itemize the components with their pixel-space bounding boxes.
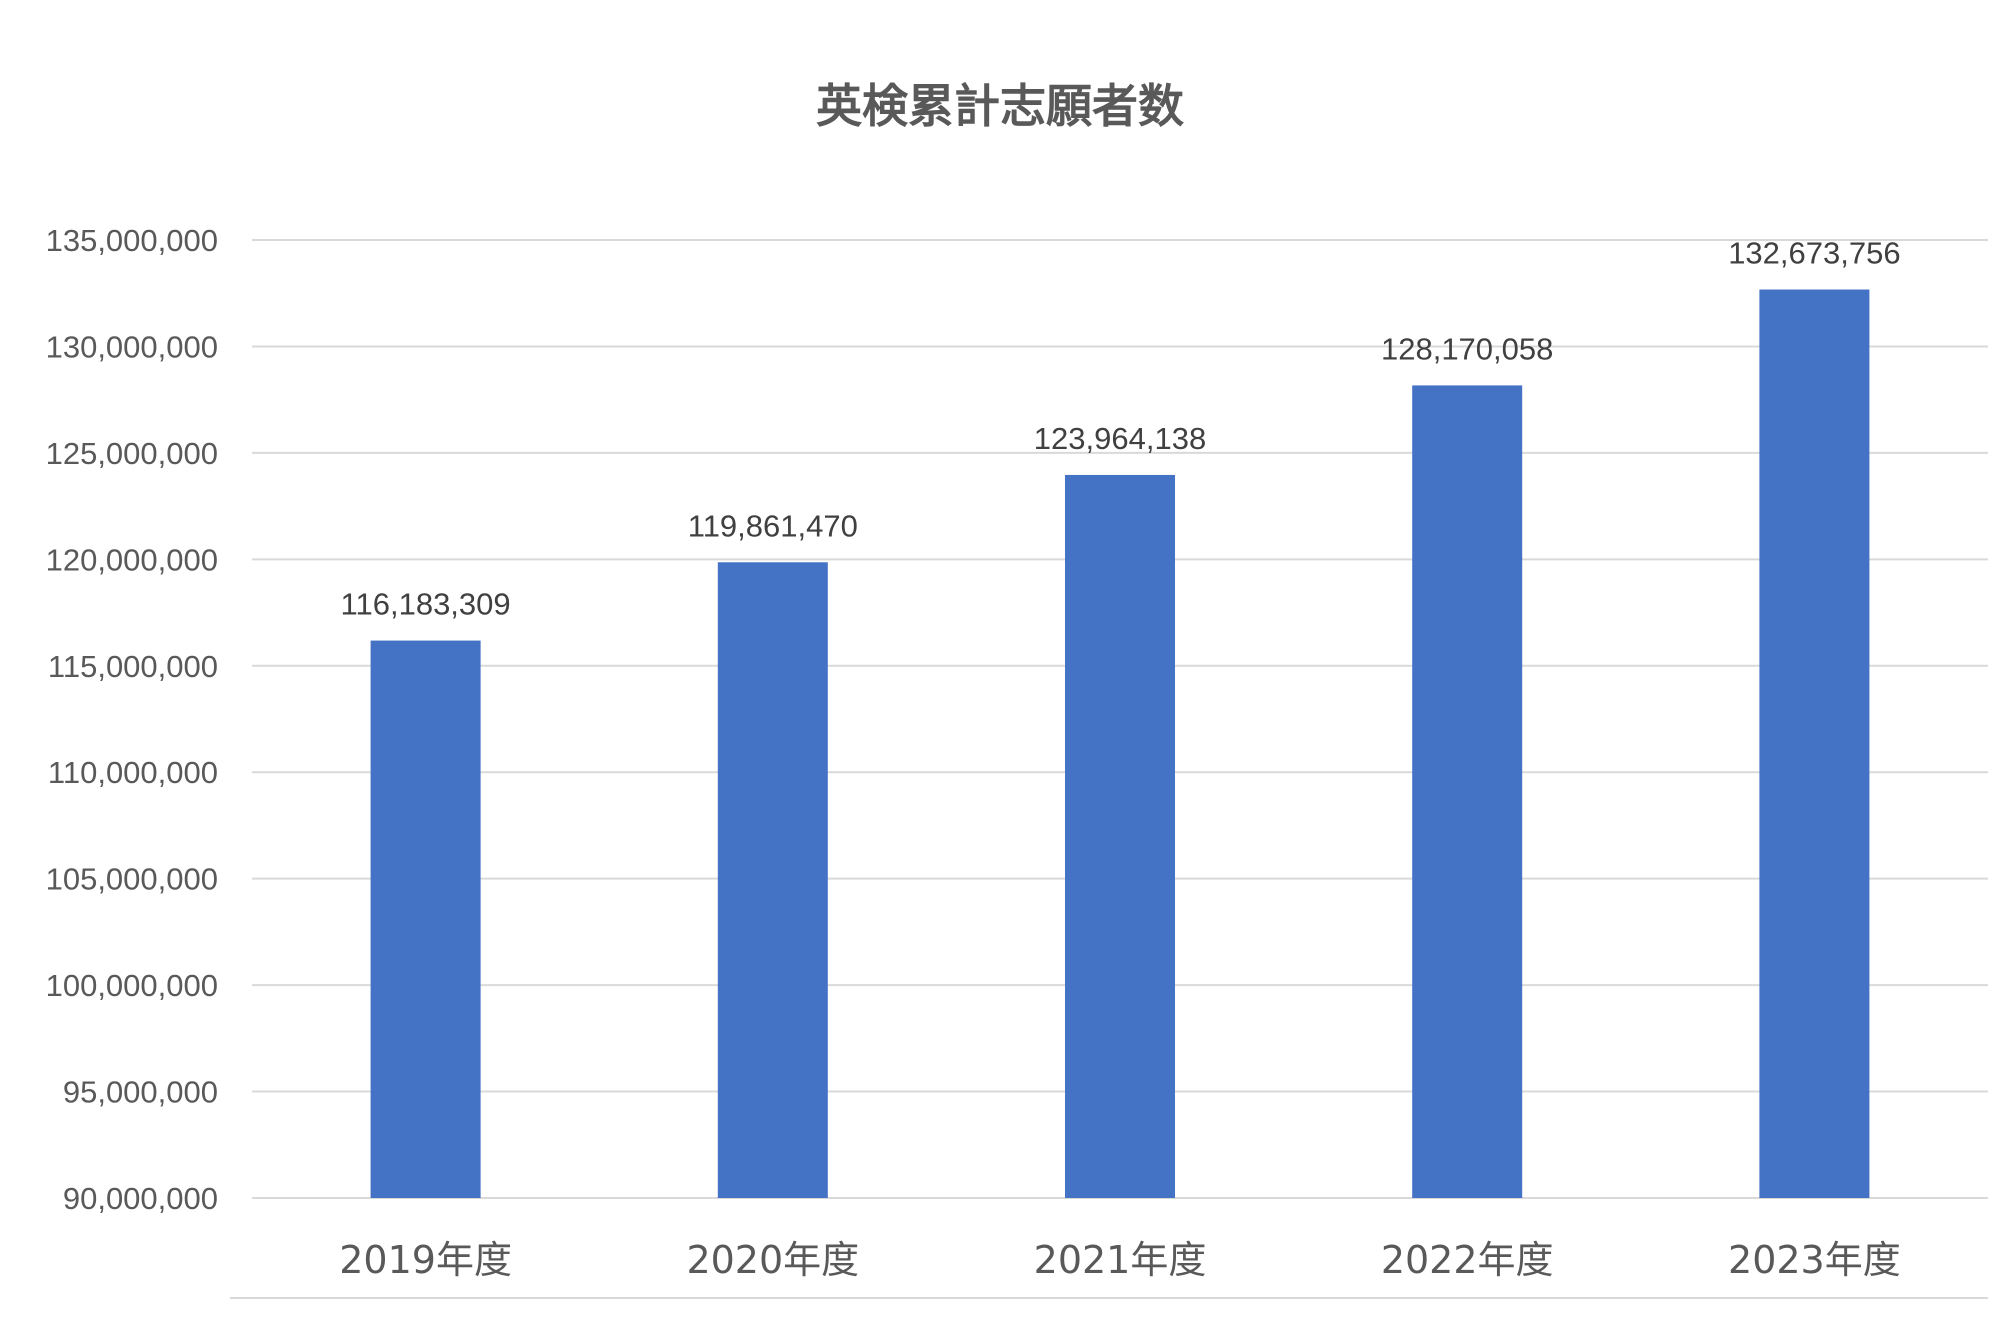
bar bbox=[370, 640, 481, 1198]
data-label: 116,183,309 bbox=[341, 587, 511, 622]
data-label: 123,964,138 bbox=[1034, 421, 1206, 456]
y-tick-label: 95,000,000 bbox=[63, 1075, 218, 1110]
bars bbox=[370, 289, 1870, 1199]
bar bbox=[1065, 474, 1175, 1198]
y-tick-label: 130,000,000 bbox=[46, 329, 218, 364]
y-tick-label: 100,000,000 bbox=[46, 968, 218, 1003]
y-tick-label: 115,000,000 bbox=[48, 649, 218, 684]
y-tick-label: 90,000,000 bbox=[63, 1181, 218, 1216]
y-tick-label: 135,000,000 bbox=[46, 223, 218, 258]
data-labels: 116,183,309 119,861,470 123,964,138 128,170… bbox=[341, 236, 1901, 622]
x-tick-label: 2021年度 bbox=[1034, 1238, 1207, 1282]
y-axis-tick-labels: 90,000,000 95,000,000 100,000,000 105,000,0… bbox=[46, 223, 218, 1216]
x-tick-label: 2023年度 bbox=[1728, 1238, 1901, 1282]
y-tick-label: 125,000,000 bbox=[46, 436, 218, 471]
y-tick-label: 110,000,000 bbox=[48, 755, 218, 790]
x-axis-tick-labels: 2019年度 2020年度 2021年度 2022年度 2023年度 bbox=[339, 1238, 1901, 1282]
data-label: 119,861,470 bbox=[688, 508, 858, 543]
bar bbox=[1412, 385, 1523, 1199]
data-label: 132,673,756 bbox=[1728, 236, 1900, 271]
bar bbox=[717, 562, 828, 1198]
chart-title: 英検累計志願者数 bbox=[816, 79, 1184, 133]
bar bbox=[1759, 289, 1870, 1198]
x-tick-label: 2022年度 bbox=[1381, 1238, 1554, 1282]
y-tick-label: 105,000,000 bbox=[46, 862, 218, 897]
x-tick-label: 2020年度 bbox=[686, 1238, 859, 1282]
y-tick-label: 120,000,000 bbox=[46, 542, 218, 577]
x-tick-label: 2019年度 bbox=[339, 1238, 512, 1282]
data-label: 128,170,058 bbox=[1381, 331, 1553, 366]
